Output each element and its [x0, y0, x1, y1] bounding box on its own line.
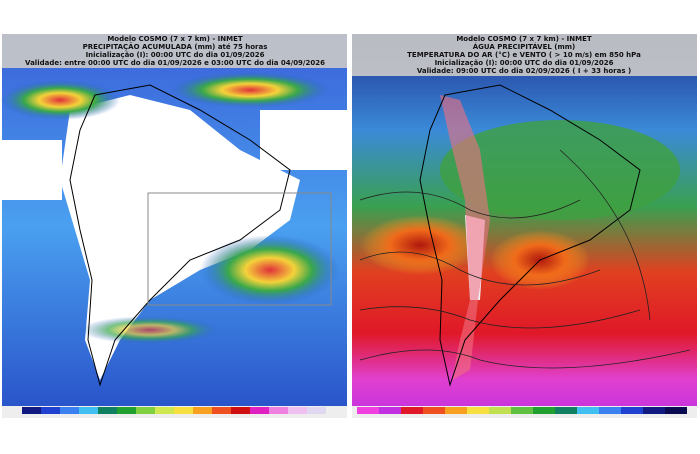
- header-line: Inicialização (I): 00:00 UTC do dia 01/0…: [86, 51, 265, 59]
- header-line: Validade: entre 00:00 UTC do dia 01/09/2…: [25, 59, 325, 67]
- header-line: Modelo COSMO (7 x 7 km) - INMET: [456, 35, 592, 43]
- andes-ridge: [440, 95, 490, 380]
- colorbar: [2, 406, 347, 418]
- colorbar: [352, 406, 697, 418]
- right-panel: Modelo COSMO (7 x 7 km) - INMET ÁGUA PRE…: [352, 34, 697, 418]
- warm-area: [360, 215, 480, 275]
- header-line: ÁGUA PRECIPITÁVEL (mm): [473, 42, 576, 51]
- header-box: [352, 34, 697, 76]
- isotherms: [359, 149, 691, 369]
- header-line: Validade: 09:00 UTC do dia 02/09/2026 ( …: [417, 67, 631, 75]
- header-line: Inicialização (I): 00:00 UTC do dia 01/0…: [435, 59, 614, 67]
- header-box: [2, 34, 347, 68]
- rain-band: [80, 316, 220, 344]
- rain-band: [170, 72, 330, 108]
- dry-area: [60, 95, 300, 380]
- dry-area: [2, 140, 62, 200]
- domain-box: [147, 192, 332, 306]
- header-line: Modelo COSMO (7 x 7 km) - INMET: [107, 35, 243, 43]
- rain-band: [200, 235, 340, 305]
- moist-area: [440, 120, 680, 220]
- header-line: TEMPERATURA DO AR (°C) e VENTO ( > 10 m/…: [407, 51, 641, 59]
- header-line: PRECIPITAÇÃO ACUMULADA (mm) até 75 horas: [83, 42, 268, 51]
- coastline: [419, 84, 641, 387]
- left-panel: Modelo COSMO (7 x 7 km) - INMET PRECIPIT…: [0, 34, 347, 418]
- rain-band: [0, 80, 120, 120]
- coastline: [69, 84, 291, 387]
- dry-area: [260, 110, 347, 170]
